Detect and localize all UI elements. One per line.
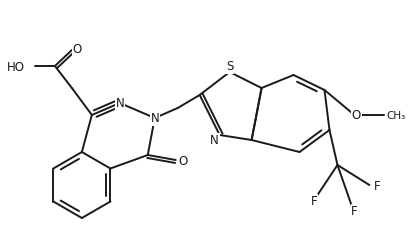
- Text: S: S: [226, 60, 233, 73]
- Text: N: N: [150, 112, 159, 125]
- Text: F: F: [351, 205, 358, 218]
- Text: O: O: [352, 109, 361, 122]
- Text: N: N: [115, 97, 124, 110]
- Text: O: O: [72, 43, 81, 56]
- Text: F: F: [374, 180, 381, 193]
- Text: N: N: [210, 134, 219, 147]
- Text: O: O: [178, 155, 187, 168]
- Text: F: F: [311, 195, 318, 208]
- Text: CH₃: CH₃: [386, 111, 406, 121]
- Text: HO: HO: [7, 61, 25, 74]
